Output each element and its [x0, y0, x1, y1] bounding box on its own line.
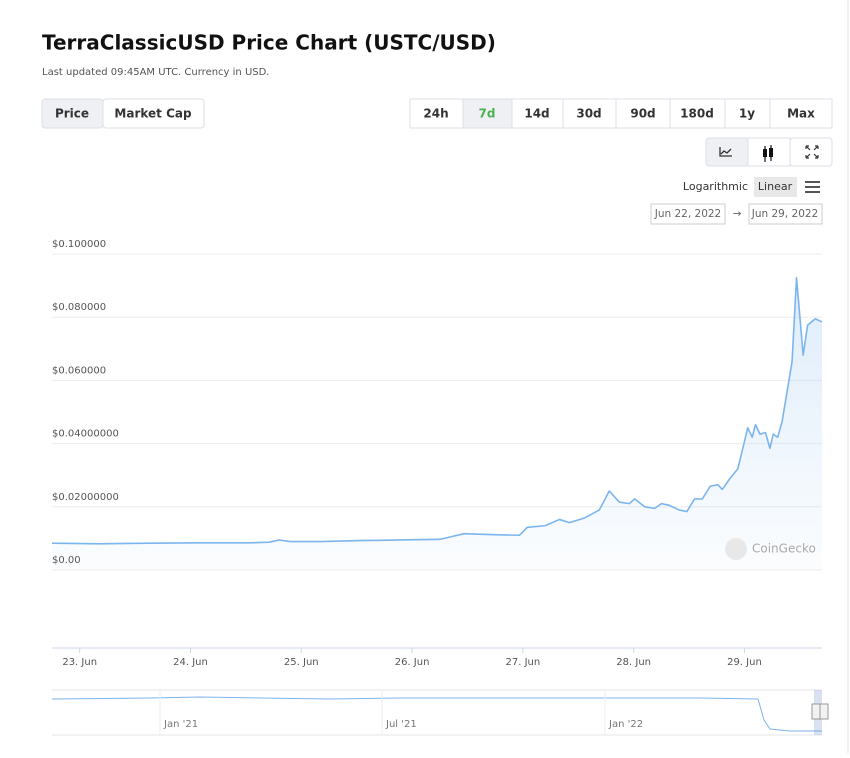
x-tick-label: 25. Jun	[284, 657, 319, 668]
candle-icon	[769, 148, 773, 157]
line-icon	[719, 147, 732, 157]
fullscreen-icon	[805, 145, 819, 159]
tab-button[interactable]	[102, 98, 205, 129]
y-tick-label: $0.04000000	[52, 429, 119, 440]
y-tick-label: $0.100000	[52, 239, 106, 250]
range-buttons: 24h 7d 14d 30d 90d 180d 1y Max	[409, 98, 833, 129]
range-label: 90d	[630, 107, 655, 121]
subtitle: Last updated 09:45AM UTC. Currency in US…	[42, 67, 270, 78]
x-tick-label: 26. Jun	[395, 657, 430, 668]
range-button[interactable]	[511, 98, 564, 129]
date-from: Jun 22, 2022	[654, 208, 722, 220]
tab-label: Price	[55, 107, 89, 121]
navigator-line	[51, 696, 822, 732]
y-tick-label: $0.080000	[52, 302, 106, 313]
date-separator: →	[733, 208, 742, 220]
scale-option-active[interactable]	[754, 177, 797, 197]
price-line	[51, 276, 823, 545]
date-to: Jun 29, 2022	[751, 208, 819, 220]
navigator-label: Jan '21	[163, 719, 198, 730]
x-tick-label: 27. Jun	[506, 657, 541, 668]
range-button[interactable]	[769, 98, 833, 129]
range-label: 7d	[479, 107, 496, 121]
range-label: 1y	[739, 107, 755, 121]
navigator-label: Jan '22	[608, 719, 643, 730]
date-input[interactable]	[748, 203, 823, 225]
candle-icon	[763, 149, 767, 157]
range-label: Max	[787, 107, 815, 121]
range-button[interactable]	[615, 98, 671, 129]
menu-icon[interactable]	[805, 181, 820, 193]
x-tick-label: 29. Jun	[727, 657, 762, 668]
plot: $0.00$0.02000000$0.04000000$0.060000$0.0…	[51, 239, 823, 668]
range-button[interactable]	[409, 98, 464, 129]
range-button[interactable]	[669, 98, 726, 129]
view-buttons	[705, 137, 833, 167]
range-label: 14d	[524, 107, 549, 121]
x-tick-label: 23. Jun	[62, 657, 97, 668]
date-input[interactable]	[650, 203, 726, 225]
x-tick-label: 24. Jun	[173, 657, 208, 668]
scale-option[interactable]: Linear	[758, 180, 793, 193]
navigator: Jan '21 Jul '21 Jan '22	[51, 689, 829, 736]
line-view-button[interactable]	[705, 137, 749, 167]
navigator-label: Jul '21	[385, 719, 417, 730]
x-tick-label: 28. Jun	[616, 657, 651, 668]
tab-label: Market Cap	[114, 107, 192, 121]
navigator-handle[interactable]	[819, 703, 829, 720]
fullscreen-button[interactable]	[789, 137, 833, 167]
range-label: 30d	[576, 107, 601, 121]
y-tick-label: $0.060000	[52, 365, 106, 376]
watermark-logo	[725, 538, 747, 560]
range-button[interactable]	[462, 98, 513, 129]
y-tick-label: $0.02000000	[52, 492, 119, 503]
range-label: 24h	[423, 107, 448, 121]
title: TerraClassicUSD Price Chart (USTC/USD)	[42, 31, 496, 55]
watermark: CoinGecko	[752, 542, 816, 556]
range-button[interactable]	[562, 98, 617, 129]
navigator-handle[interactable]	[811, 703, 821, 720]
range-label: 180d	[680, 107, 714, 121]
scale-option[interactable]: Logarithmic	[683, 180, 748, 193]
price-area	[52, 277, 822, 570]
